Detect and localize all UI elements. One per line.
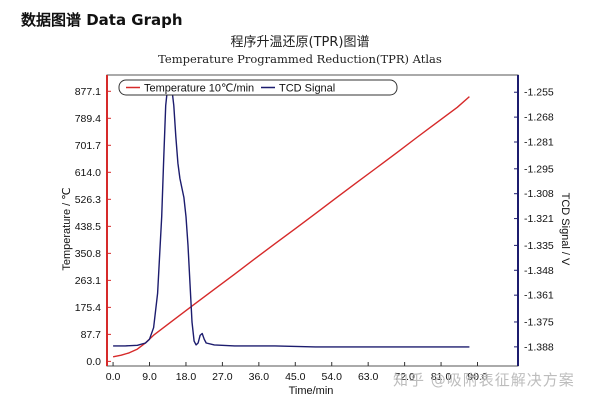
temperature-series-line bbox=[112, 96, 470, 358]
right-y-axis: -1.255 -1.268 -1.281 -1.295 -1.308 -1.321 -1.3… bbox=[514, 87, 554, 353]
x-tick-label: 0.0 bbox=[106, 371, 121, 383]
x-tick-label: 36.0 bbox=[249, 371, 270, 383]
legend: Temperature 10℃/min TCD Signal bbox=[118, 79, 398, 96]
plot-frame bbox=[106, 74, 519, 367]
left-y-axis-label: Temperature / ℃ bbox=[61, 187, 73, 270]
right-y-tick-label: -1.295 bbox=[524, 163, 554, 175]
x-tick-label: 63.0 bbox=[358, 371, 379, 383]
legend-box bbox=[118, 79, 398, 96]
left-y-tick-label: 701.7 bbox=[75, 140, 101, 152]
left-y-tick-label: 87.7 bbox=[81, 329, 102, 341]
left-y-tick-label: 614.0 bbox=[75, 167, 101, 179]
x-tick-label: 45.0 bbox=[285, 371, 306, 383]
right-y-tick-label: -1.308 bbox=[524, 188, 554, 200]
x-tick-label: 27.0 bbox=[212, 371, 233, 383]
left-y-axis: 0.0 87.7 175.4 263.1 350.8 438.5 526.3 614.0 701… bbox=[75, 86, 111, 368]
right-y-tick-label: -1.348 bbox=[524, 265, 554, 277]
left-y-tick-label: 175.4 bbox=[75, 302, 101, 314]
chart-subtitle: Temperature Programmed Reduction(TPR) At… bbox=[158, 52, 442, 66]
x-axis: 0.0 9.0 18.0 27.0 36.0 45.0 54.0 63.0 72.0 81.0 90… bbox=[106, 362, 488, 383]
right-y-tick-label: -1.281 bbox=[524, 137, 554, 149]
tcd-signal-series-line bbox=[113, 83, 470, 348]
right-y-tick-label: -1.335 bbox=[524, 240, 554, 252]
left-y-tick-label: 0.0 bbox=[86, 356, 101, 368]
right-y-tick-label: -1.361 bbox=[524, 290, 554, 302]
right-y-tick-label: -1.321 bbox=[524, 213, 554, 225]
chart-title: 程序升温还原(TPR)图谱 bbox=[231, 35, 370, 50]
x-tick-label: 54.0 bbox=[322, 371, 343, 383]
x-tick-label: 9.0 bbox=[142, 371, 157, 383]
right-y-tick-label: -1.375 bbox=[524, 316, 554, 328]
left-y-tick-label: 350.8 bbox=[75, 248, 101, 260]
left-y-tick-label: 789.4 bbox=[75, 113, 101, 125]
left-y-tick-label: 526.3 bbox=[75, 194, 101, 206]
page-heading: 数据图谱 Data Graph bbox=[21, 11, 183, 29]
x-tick-label: 81.0 bbox=[431, 371, 452, 383]
right-y-axis-label: TCD Signal / V bbox=[559, 193, 571, 266]
series-layer bbox=[112, 83, 470, 358]
legend-label-tcd: TCD Signal bbox=[279, 83, 335, 95]
watermark: 知乎 @吸附表征解决方案 bbox=[393, 371, 575, 389]
x-tick-label: 72.0 bbox=[394, 371, 415, 383]
left-y-tick-label: 877.1 bbox=[75, 86, 101, 98]
x-axis-label: Time/min bbox=[289, 385, 334, 397]
left-y-tick-label: 263.1 bbox=[75, 275, 101, 287]
right-y-tick-label: -1.388 bbox=[524, 341, 554, 353]
legend-label-temperature: Temperature 10℃/min bbox=[144, 83, 254, 95]
right-y-tick-label: -1.268 bbox=[524, 112, 554, 124]
x-tick-label: 18.0 bbox=[176, 371, 197, 383]
x-tick-label: 90.0 bbox=[467, 371, 488, 383]
left-y-tick-label: 438.5 bbox=[75, 221, 101, 233]
right-y-tick-label: -1.255 bbox=[524, 87, 554, 99]
